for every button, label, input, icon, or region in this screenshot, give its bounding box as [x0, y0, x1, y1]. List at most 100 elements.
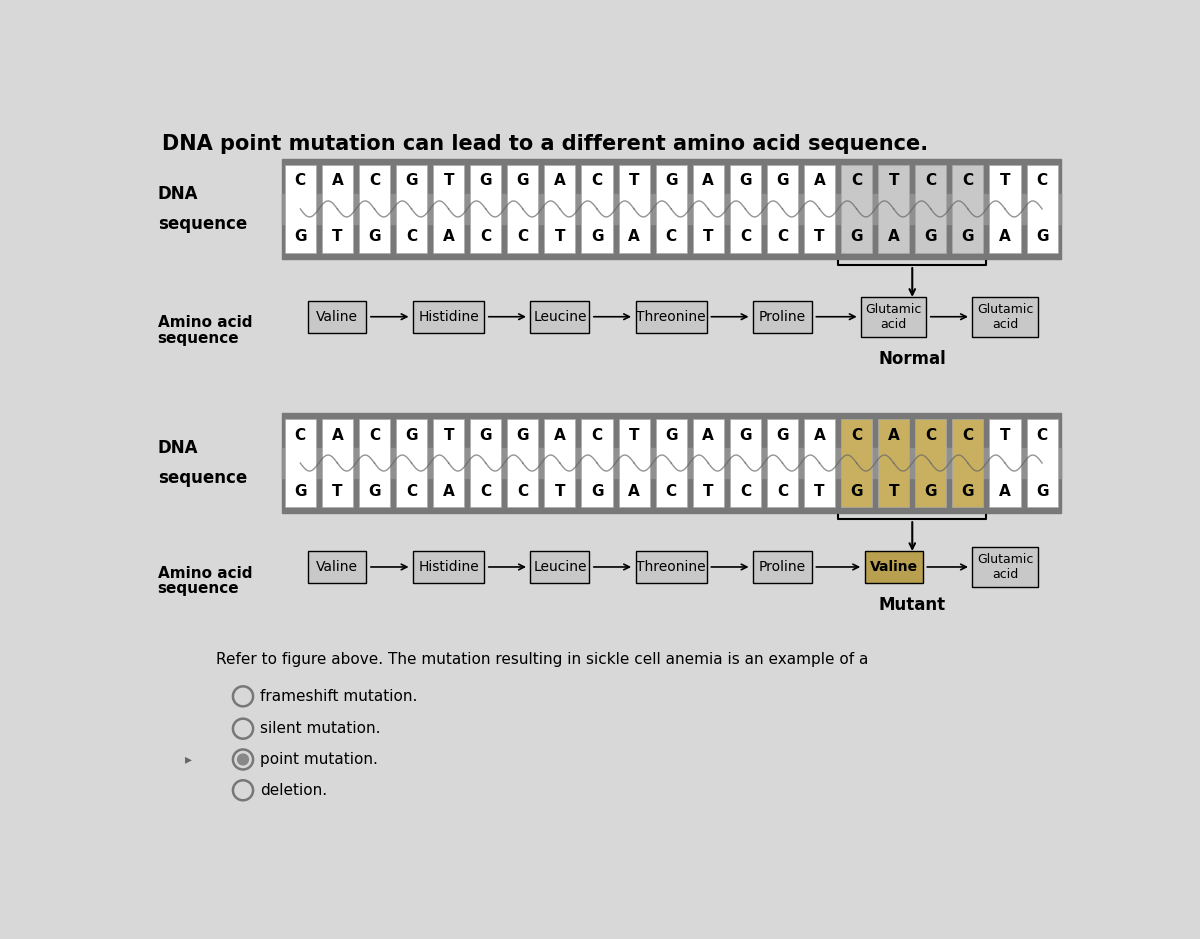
Text: Leucine: Leucine [533, 310, 587, 324]
Bar [767, 419, 798, 507]
Bar [618, 165, 649, 253]
Text: DNA: DNA [157, 439, 198, 457]
Text: C: C [776, 229, 788, 244]
Text: T: T [444, 174, 454, 189]
Text: G: G [1036, 484, 1049, 499]
Text: C: C [925, 174, 936, 189]
Bar [618, 419, 649, 507]
Bar [545, 419, 576, 507]
Text: A: A [888, 229, 900, 244]
Bar [990, 419, 1020, 507]
Bar [470, 419, 502, 507]
Text: C: C [517, 484, 528, 499]
Text: G: G [406, 174, 418, 189]
Bar [308, 551, 366, 583]
Text: Histidine: Histidine [419, 560, 479, 574]
Bar [804, 165, 835, 253]
Bar [433, 419, 464, 507]
Text: Histidine: Histidine [419, 310, 479, 324]
Text: C: C [480, 484, 491, 499]
Text: Leucine: Leucine [533, 560, 587, 574]
Text: T: T [815, 229, 824, 244]
Text: T: T [629, 427, 640, 442]
Text: G: G [516, 427, 529, 442]
Text: sequence: sequence [157, 215, 247, 233]
Text: Refer to figure above. The mutation resulting in sickle cell anemia is an exampl: Refer to figure above. The mutation resu… [216, 652, 869, 667]
Text: C: C [776, 484, 788, 499]
Text: G: G [294, 229, 306, 244]
Text: C: C [1037, 427, 1048, 442]
Text: G: G [961, 229, 974, 244]
Text: T: T [629, 174, 640, 189]
Text: A: A [554, 427, 565, 442]
Bar [1026, 165, 1057, 253]
Bar [655, 419, 686, 507]
Bar [433, 165, 464, 253]
Text: A: A [814, 174, 826, 189]
Text: G: G [590, 484, 604, 499]
Bar [754, 300, 812, 333]
Text: C: C [962, 427, 973, 442]
Text: ▸: ▸ [185, 752, 192, 766]
Text: A: A [814, 427, 826, 442]
Bar [413, 300, 485, 333]
Bar [754, 551, 812, 583]
Text: G: G [480, 174, 492, 189]
Text: C: C [480, 229, 491, 244]
Text: C: C [295, 174, 306, 189]
Bar [916, 419, 947, 507]
Text: C: C [368, 427, 380, 442]
Bar [767, 165, 798, 253]
Text: G: G [294, 484, 306, 499]
Text: C: C [592, 427, 602, 442]
Bar [508, 419, 539, 507]
Bar [282, 159, 1061, 259]
Text: A: A [554, 174, 565, 189]
Bar [730, 165, 761, 253]
Text: A: A [331, 427, 343, 442]
Text: G: G [851, 484, 863, 499]
Bar [865, 551, 923, 583]
Bar [990, 165, 1020, 253]
Bar [841, 165, 872, 253]
Text: Amino acid: Amino acid [157, 316, 252, 331]
Text: C: C [406, 484, 418, 499]
Text: C: C [406, 229, 418, 244]
Bar [636, 551, 707, 583]
Text: G: G [665, 427, 678, 442]
Bar [878, 165, 910, 253]
Text: C: C [740, 484, 751, 499]
Text: silent mutation.: silent mutation. [260, 721, 380, 736]
Text: A: A [443, 484, 455, 499]
Bar [284, 165, 316, 253]
Text: Glutamic
acid: Glutamic acid [977, 302, 1033, 331]
Text: G: G [516, 174, 529, 189]
Text: Amino acid: Amino acid [157, 565, 252, 580]
Text: point mutation.: point mutation. [260, 752, 378, 767]
Text: A: A [1000, 229, 1010, 244]
Text: A: A [629, 229, 640, 244]
Text: T: T [332, 229, 343, 244]
Text: A: A [629, 484, 640, 499]
Text: T: T [444, 427, 454, 442]
Text: G: G [739, 174, 751, 189]
Text: C: C [851, 174, 862, 189]
Bar [916, 165, 947, 253]
Bar [972, 546, 1038, 587]
Bar [308, 300, 366, 333]
Text: Valine: Valine [870, 560, 918, 574]
Bar [545, 165, 576, 253]
Text: T: T [554, 484, 565, 499]
Text: Mutant: Mutant [878, 596, 946, 614]
Bar [396, 165, 427, 253]
Bar [972, 297, 1038, 337]
Text: Threonine: Threonine [636, 310, 706, 324]
Text: A: A [1000, 484, 1010, 499]
Text: C: C [666, 484, 677, 499]
Bar [282, 194, 1061, 223]
Text: T: T [703, 229, 714, 244]
Text: G: G [1036, 229, 1049, 244]
Text: C: C [962, 174, 973, 189]
Text: Proline: Proline [758, 560, 806, 574]
Bar [282, 448, 1061, 478]
